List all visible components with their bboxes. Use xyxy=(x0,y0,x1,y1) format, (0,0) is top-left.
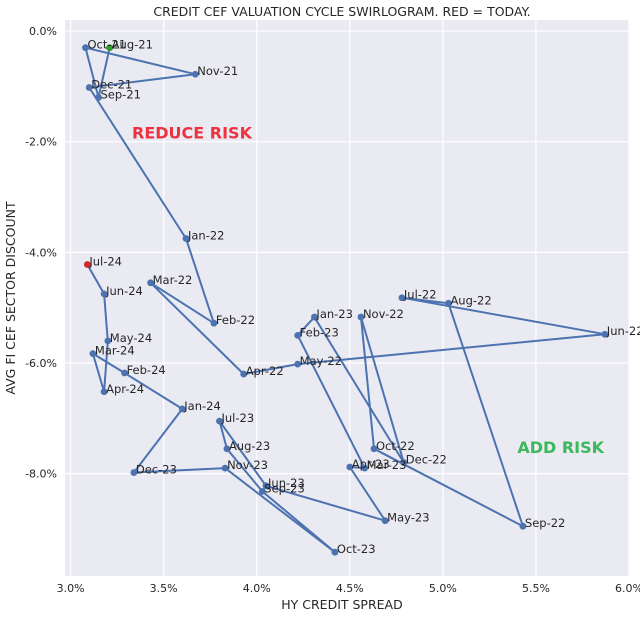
data-point xyxy=(240,370,248,378)
data-point xyxy=(191,70,199,78)
point-label: Nov-23 xyxy=(227,458,268,472)
x-tick-label: 3.5% xyxy=(150,582,178,595)
point-label: Aug-23 xyxy=(229,439,270,453)
x-tick-label: 5.5% xyxy=(522,582,550,595)
data-point xyxy=(147,279,155,287)
point-label: Jun-24 xyxy=(105,284,143,298)
point-labels: Aug-21 Sep-21 Oct-21 Nov-21 Dec-21 Jan-22 Feb-… xyxy=(87,38,640,557)
point-label: Dec-21 xyxy=(91,77,132,91)
data-point xyxy=(83,261,91,268)
point-label: Jan-24 xyxy=(183,399,221,413)
point-label: Dec-23 xyxy=(136,463,177,477)
data-point xyxy=(82,44,89,52)
data-point xyxy=(106,44,114,52)
point-label: Jul-23 xyxy=(220,411,254,425)
point-label: May-22 xyxy=(300,354,342,368)
point-label: Mar-23 xyxy=(367,458,407,472)
data-point xyxy=(381,517,389,525)
x-axis-ticks: 3.0% 3.5% 4.0% 4.5% 5.0% 5.5% 6.0% xyxy=(57,582,640,595)
point-label: Nov-21 xyxy=(197,64,238,78)
grid xyxy=(65,20,630,576)
data-point xyxy=(370,445,378,453)
point-label: Aug-22 xyxy=(450,293,491,307)
data-point xyxy=(85,84,93,91)
data-point xyxy=(398,294,406,302)
point-label: Jun-22 xyxy=(606,324,640,338)
y-axis-ticks: 0.0% -2.0% -4.0% -6.0% -8.0% xyxy=(25,25,57,481)
y-tick-label: -8.0% xyxy=(25,468,57,481)
data-point xyxy=(221,464,229,472)
data-point xyxy=(104,337,112,345)
y-tick-label: -6.0% xyxy=(25,357,57,370)
point-label: May-24 xyxy=(110,331,152,345)
point-label: Jul-24 xyxy=(88,255,122,269)
data-point xyxy=(178,405,186,413)
data-point xyxy=(258,487,266,495)
point-label: Dec-22 xyxy=(406,453,447,467)
data-point xyxy=(445,299,452,307)
plot-area xyxy=(65,20,629,576)
point-label: Sep-23 xyxy=(264,481,304,495)
data-point xyxy=(130,469,138,476)
point-label: Feb-22 xyxy=(216,313,255,327)
y-tick-label: -2.0% xyxy=(25,136,57,149)
y-tick-label: 0.0% xyxy=(29,25,57,38)
point-label: Jan-22 xyxy=(187,229,225,243)
data-point xyxy=(519,522,527,530)
data-point xyxy=(95,94,102,101)
point-label: Oct-22 xyxy=(376,439,415,453)
x-tick-label: 6.0% xyxy=(615,582,640,595)
x-tick-label: 4.5% xyxy=(336,582,364,595)
point-label: Jan-23 xyxy=(315,307,353,321)
data-point xyxy=(361,464,369,472)
y-tick-label: -4.0% xyxy=(25,246,57,259)
point-label: Feb-23 xyxy=(300,325,339,339)
point-label: Sep-22 xyxy=(525,516,565,530)
data-point xyxy=(121,369,128,377)
point-label: Nov-22 xyxy=(363,307,404,321)
point-label: Apr-23 xyxy=(352,457,390,471)
x-tick-label: 3.0% xyxy=(57,582,85,595)
point-label: Feb-24 xyxy=(127,363,166,377)
point-label: May-23 xyxy=(387,511,429,525)
data-point xyxy=(601,330,609,338)
data-point xyxy=(182,235,190,242)
point-markers xyxy=(82,44,609,556)
x-tick-label: 4.0% xyxy=(243,582,271,595)
data-point xyxy=(357,313,365,321)
data-point xyxy=(223,445,231,453)
data-point xyxy=(400,459,408,466)
point-label: Oct-23 xyxy=(337,542,376,556)
y-axis-label: AVG FI CEF SECTOR DISCOUNT xyxy=(3,201,18,395)
data-point xyxy=(331,548,339,556)
point-label: Jun-23 xyxy=(267,476,305,490)
data-point xyxy=(100,290,108,298)
data-point xyxy=(210,319,218,327)
data-point xyxy=(294,360,302,368)
series-line xyxy=(84,46,606,554)
data-point xyxy=(294,331,302,339)
annotations: REDUCE RISK ADD RISK xyxy=(132,123,605,457)
x-tick-label: 5.0% xyxy=(429,582,457,595)
x-axis-label: HY CREDIT SPREAD xyxy=(281,597,402,612)
point-label: Apr-22 xyxy=(246,364,284,378)
annotation-label: ADD RISK xyxy=(517,438,604,457)
data-point xyxy=(311,313,318,321)
point-label: Oct-21 xyxy=(87,38,126,52)
point-label: Aug-21 xyxy=(112,38,153,52)
annotation-label: REDUCE RISK xyxy=(132,123,253,142)
data-point xyxy=(100,388,108,396)
chart-title: CREDIT CEF VALUATION CYCLE SWIRLOGRAM. R… xyxy=(153,4,530,19)
point-label: Sep-21 xyxy=(101,87,141,101)
data-point xyxy=(262,482,270,490)
point-label: Apr-24 xyxy=(106,382,144,396)
point-label: Jul-22 xyxy=(403,288,437,302)
data-point xyxy=(346,463,354,471)
point-label: Mar-22 xyxy=(153,273,193,287)
data-point xyxy=(216,417,223,425)
point-label: Mar-24 xyxy=(95,344,135,358)
data-point xyxy=(89,350,97,357)
